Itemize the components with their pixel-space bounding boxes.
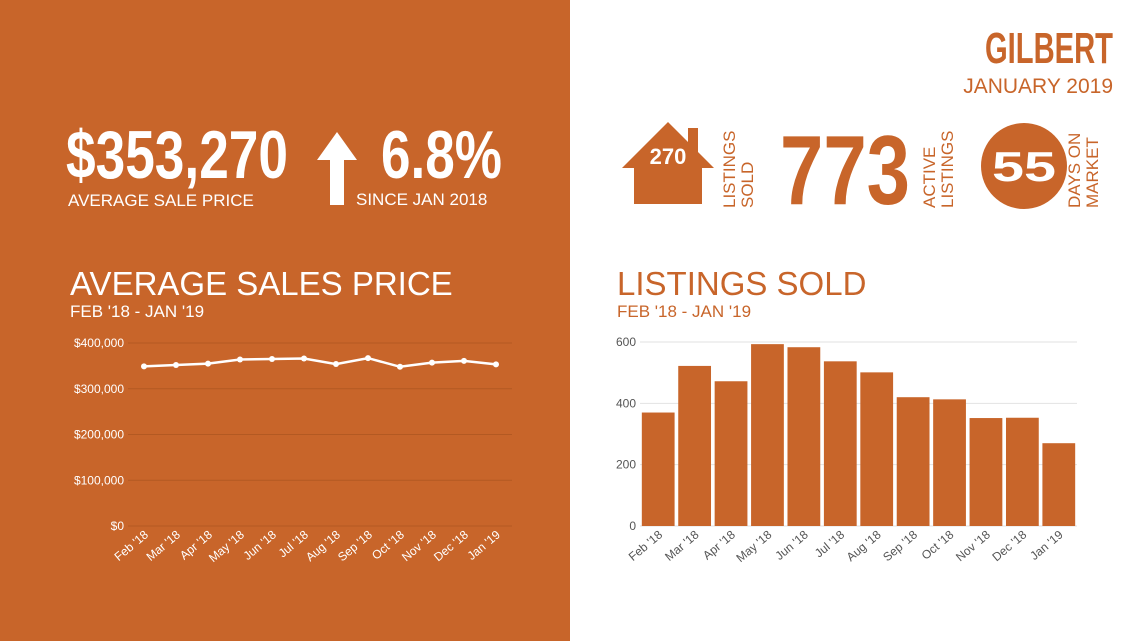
price-point [461, 357, 467, 364]
avg-price: $353,270 [66, 117, 288, 193]
left-panel [0, 0, 570, 641]
price-point [141, 363, 147, 370]
price-change-label: SINCE JAN 2018 [356, 190, 487, 209]
price-point [205, 360, 211, 367]
bar [969, 418, 1003, 526]
y-tick-label: 200 [616, 458, 636, 472]
y-tick-label: 600 [616, 335, 636, 349]
days-circle [981, 123, 1067, 209]
price-change: 6.8% [381, 117, 502, 193]
y-tick-label: $0 [111, 519, 125, 533]
bar [751, 344, 784, 526]
y-tick-label: 0 [629, 519, 636, 533]
city-title: GILBERT [985, 24, 1113, 73]
bar [823, 361, 857, 526]
chart-title: LISTINGS SOLD [617, 265, 866, 302]
stat-label: LISTINGS [720, 131, 739, 208]
chart-title: AVERAGE SALES PRICE [70, 265, 453, 302]
chart-subtitle: FEB '18 - JAN '19 [70, 302, 204, 321]
avg-price-label: AVERAGE SALE PRICE [68, 191, 254, 210]
bar [1042, 443, 1076, 526]
y-tick-label: $400,000 [74, 336, 124, 350]
price-point [269, 356, 275, 363]
bar [1005, 417, 1039, 526]
bar [896, 397, 930, 526]
bar [860, 372, 894, 526]
stat-label: MARKET [1083, 137, 1102, 208]
price-point [333, 361, 339, 368]
bar [678, 365, 712, 526]
bar [641, 412, 675, 526]
y-tick-label: $100,000 [74, 473, 124, 487]
price-point [301, 355, 307, 362]
listings-sold-value: 270 [650, 144, 687, 169]
price-point [173, 361, 179, 368]
bar [714, 381, 748, 526]
report-date: JANUARY 2019 [963, 75, 1113, 98]
stat-label: ACTIVE [920, 147, 939, 208]
price-point [429, 359, 435, 366]
stat-label: LISTINGS [938, 131, 957, 208]
bar [933, 399, 966, 526]
stat-label: DAYS ON [1065, 133, 1084, 208]
house-icon [622, 122, 714, 204]
active-listings-value: 773 [780, 115, 910, 225]
y-tick-label: $200,000 [74, 428, 124, 442]
price-point [365, 355, 371, 362]
price-point [493, 361, 499, 368]
price-line [143, 356, 497, 369]
price-point [237, 356, 243, 363]
chart-subtitle: FEB '18 - JAN '19 [617, 302, 751, 321]
stat-label: SOLD [738, 162, 757, 208]
bar [787, 347, 821, 526]
days-on-market-value: 55 [992, 143, 1056, 190]
y-tick-label: 400 [616, 396, 636, 410]
price-point [397, 363, 403, 370]
up-arrow [317, 132, 357, 205]
y-tick-label: $300,000 [74, 382, 124, 396]
